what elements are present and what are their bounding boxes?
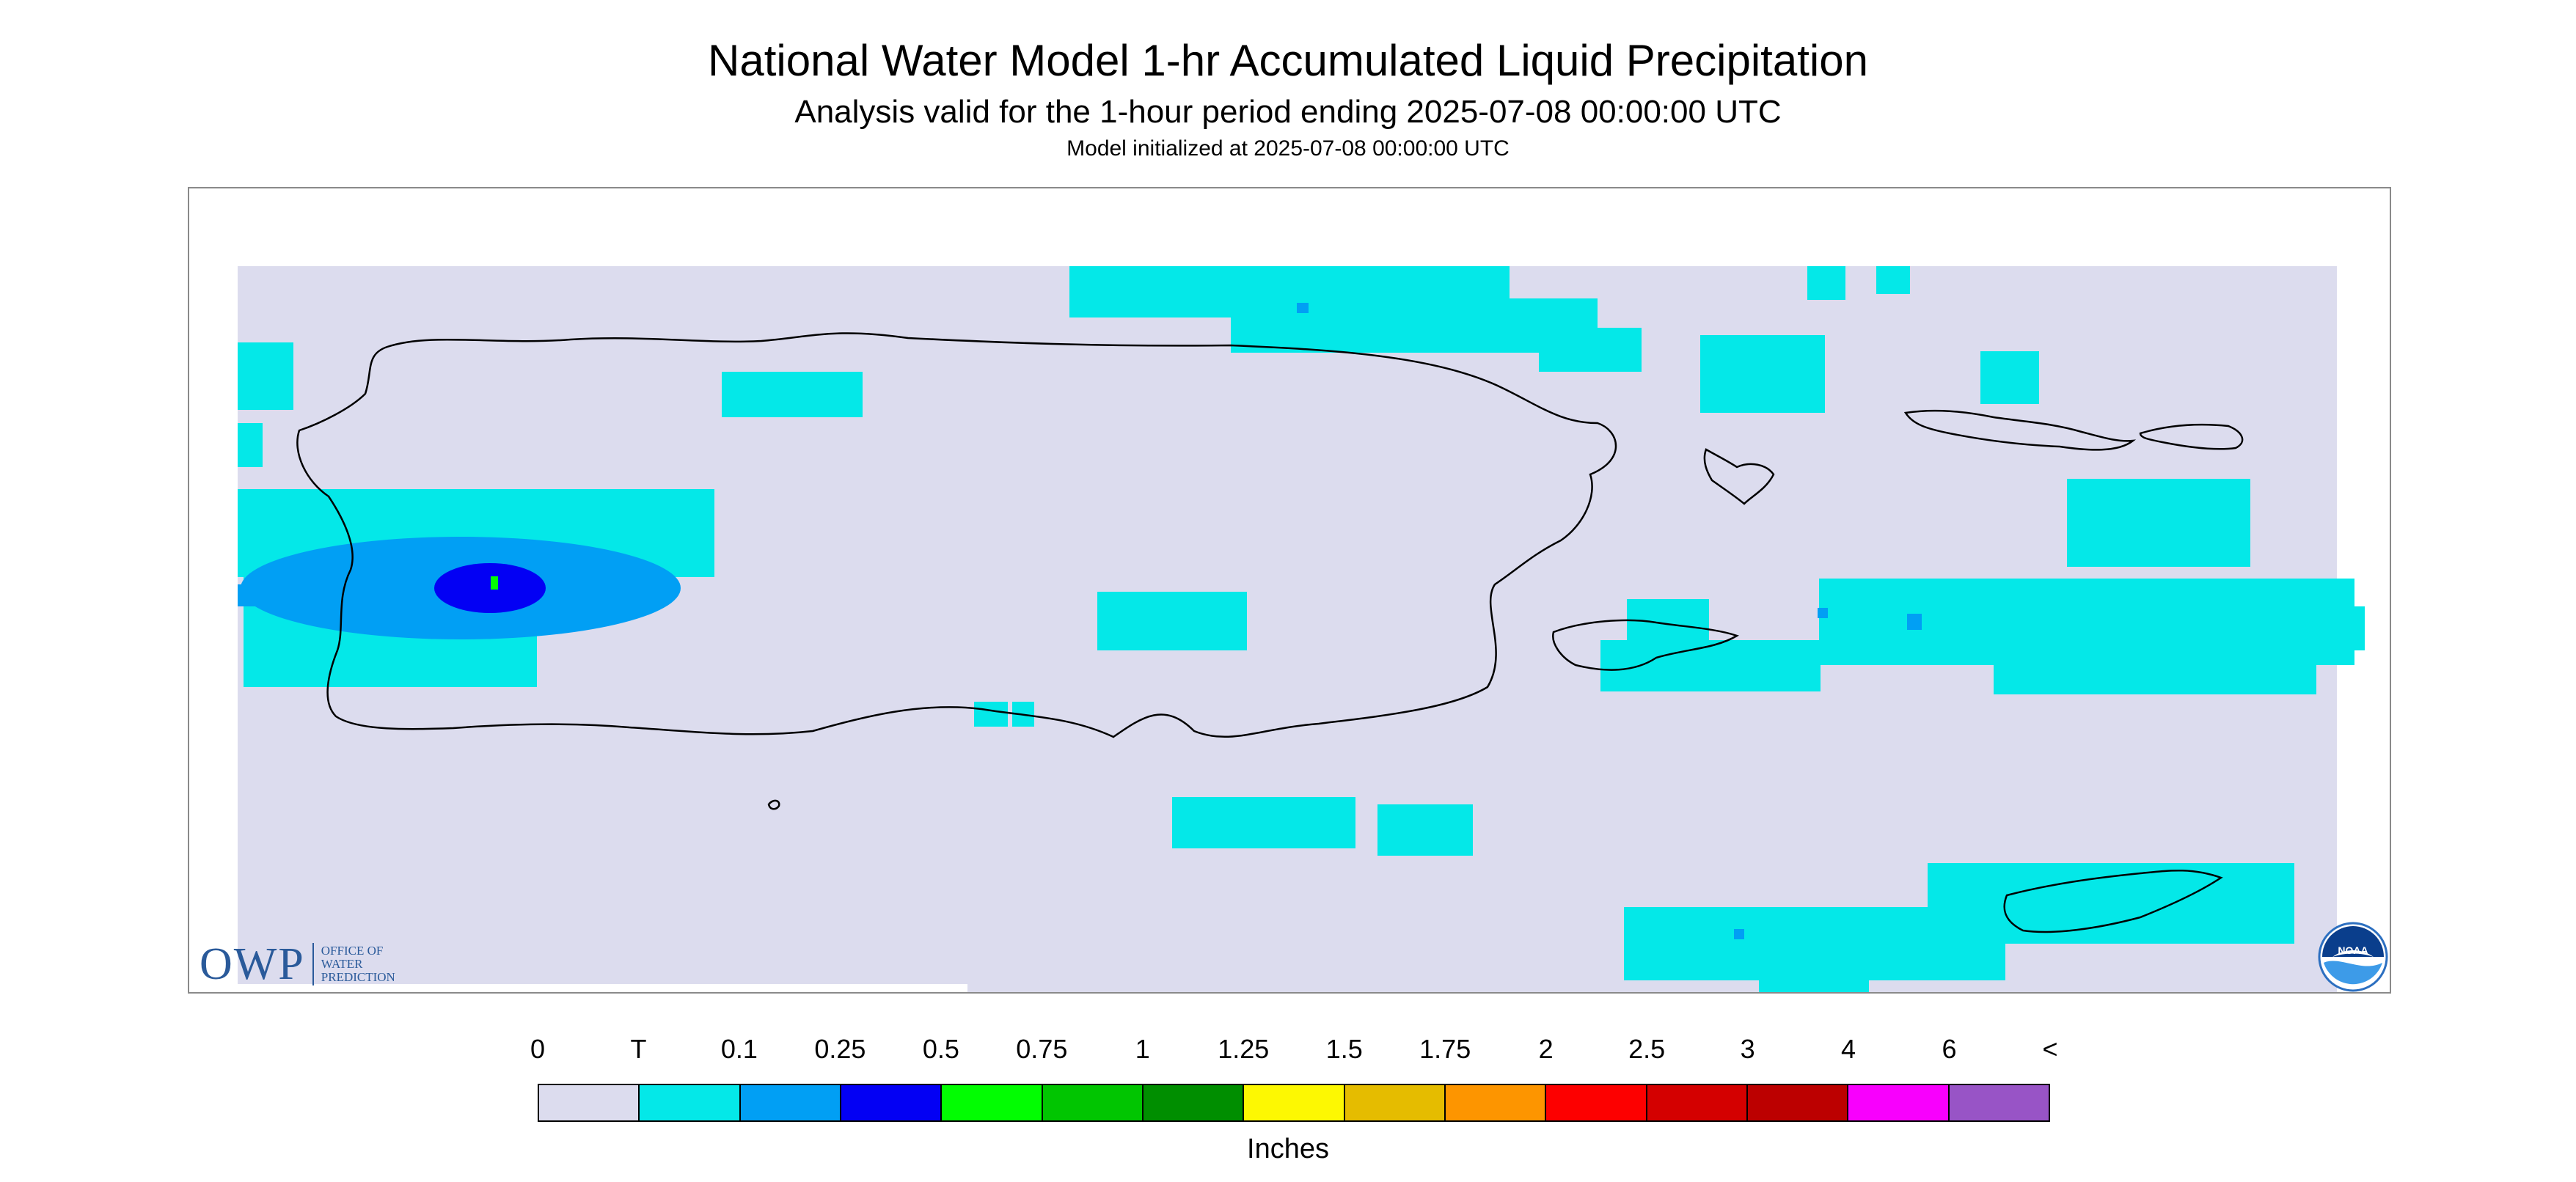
colorbar-tick-label: T bbox=[630, 1034, 647, 1064]
precip-patch bbox=[1700, 335, 1825, 413]
colorbar-units: Inches bbox=[1247, 1134, 1329, 1164]
colorbar-swatch bbox=[539, 1085, 640, 1120]
colorbar-tick-label: 2 bbox=[1538, 1034, 1554, 1064]
colorbar-tick-label: 0.5 bbox=[922, 1034, 959, 1064]
st-croix-coastline bbox=[2003, 869, 2223, 933]
colorbar-tick-label: 1.75 bbox=[1419, 1034, 1471, 1064]
precip-patch bbox=[434, 563, 546, 613]
noaa-logo-bird bbox=[2332, 950, 2374, 957]
colorbar-swatch bbox=[1244, 1085, 1345, 1120]
colorbar-swatch bbox=[1546, 1085, 1647, 1120]
colorbar-swatch bbox=[740, 1085, 841, 1120]
colorbar-tick-label: 1.5 bbox=[1325, 1034, 1363, 1064]
precip-patch bbox=[1907, 614, 1922, 630]
colorbar-tick-label: 4 bbox=[1841, 1034, 1856, 1064]
precip-patch bbox=[1994, 658, 2316, 694]
precip-patch bbox=[238, 584, 267, 606]
noaa-logo: NOAA bbox=[2318, 922, 2388, 992]
noaa-logo-lower-sea bbox=[2324, 961, 2382, 985]
precip-patch bbox=[1807, 266, 1845, 300]
colorbar-tick-label: 3 bbox=[1740, 1034, 1755, 1064]
colorbar-tick-label: < bbox=[2042, 1034, 2058, 1064]
owp-logo-line: Water bbox=[321, 957, 363, 971]
colorbar-swatch bbox=[1344, 1085, 1446, 1120]
colorbar-swatch bbox=[1747, 1085, 1849, 1120]
precip-patch bbox=[1818, 608, 1828, 618]
noaa-logo-upper-sky bbox=[2322, 926, 2384, 957]
colorbar-swatch bbox=[640, 1085, 741, 1120]
model-init-line: Model initialized at 2025-07-08 00:00:00… bbox=[1066, 136, 1510, 161]
precip-patch bbox=[1172, 797, 1355, 848]
colorbar-tick-label: 0 bbox=[530, 1034, 546, 1064]
precip-moderate-areas bbox=[434, 563, 546, 613]
owp-logo: OWP Office of Water Prediction bbox=[200, 939, 395, 989]
precip-patch bbox=[2338, 606, 2365, 650]
owp-logo-text: Office of Water Prediction bbox=[321, 944, 395, 984]
precip-patch bbox=[2067, 479, 2250, 567]
colorbar-tick-label: 1 bbox=[1135, 1034, 1150, 1064]
noaa-logo-text: NOAA bbox=[2338, 944, 2368, 956]
precip-patch bbox=[722, 372, 863, 417]
colorbar-swatch bbox=[1949, 1085, 2049, 1120]
owp-logo-line: Office of bbox=[321, 944, 384, 958]
chart-subtitle: Analysis valid for the 1-hour period end… bbox=[794, 94, 1782, 130]
colorbar-tick-label: 0.75 bbox=[1016, 1034, 1068, 1064]
precip-patch bbox=[1734, 929, 1744, 939]
precip-patch bbox=[1231, 298, 1598, 353]
colorbar-swatch bbox=[1647, 1085, 1748, 1120]
precip-patch bbox=[1539, 328, 1642, 372]
precip-patch bbox=[1759, 980, 1869, 992]
colorbar-tick-label: 6 bbox=[1942, 1034, 1957, 1064]
owp-logo-letters: OWP bbox=[200, 939, 305, 989]
colorbar-tick-label: 2.5 bbox=[1628, 1034, 1666, 1064]
colorbar-tick-label: 0.25 bbox=[814, 1034, 866, 1064]
model-domain-edge bbox=[190, 984, 967, 992]
st-thomas-coastline bbox=[1903, 409, 2137, 451]
colorbar-tick-label: 0.1 bbox=[720, 1034, 758, 1064]
puerto-rico-coastline bbox=[296, 332, 1617, 738]
colorbar-swatch bbox=[1042, 1085, 1144, 1120]
precip-patch bbox=[1980, 351, 2039, 404]
map-panel bbox=[188, 187, 2391, 994]
precip-patch bbox=[238, 423, 263, 467]
owp-logo-divider bbox=[312, 943, 314, 985]
desecheo-coastline bbox=[767, 799, 780, 810]
owp-logo-line: Prediction bbox=[321, 970, 395, 984]
culebra-coastline bbox=[1703, 448, 1775, 505]
colorbar bbox=[538, 1084, 2050, 1122]
precip-patch bbox=[974, 702, 1008, 727]
precip-patch bbox=[1624, 907, 2005, 980]
precip-patch bbox=[238, 342, 293, 410]
colorbar-swatch bbox=[1848, 1085, 1950, 1120]
precip-patch bbox=[1600, 640, 1821, 691]
precip-patch bbox=[1297, 303, 1309, 313]
precip-heavy-areas bbox=[491, 576, 498, 590]
precip-patch bbox=[1876, 266, 1910, 294]
colorbar-swatch bbox=[1445, 1085, 1547, 1120]
coastlines bbox=[296, 332, 2244, 933]
precip-patch bbox=[1097, 592, 1247, 650]
vieques-coastline bbox=[1552, 619, 1739, 671]
precip-patch bbox=[1819, 579, 2354, 665]
colorbar-tick-label: 1.25 bbox=[1218, 1034, 1270, 1064]
colorbar-swatch bbox=[841, 1085, 943, 1120]
chart-title: National Water Model 1-hr Accumulated Li… bbox=[708, 36, 1868, 85]
precip-patch bbox=[491, 576, 498, 590]
precip-patch bbox=[1377, 804, 1473, 856]
colorbar-swatch bbox=[942, 1085, 1043, 1120]
colorbar-swatch bbox=[1143, 1085, 1245, 1120]
colorbar-labels: 0 T 0.1 0.25 0.5 0.75 1 1.25 1.5 1.75 2 2.5 3 4 6 < bbox=[0, 1034, 2576, 1071]
st-john-coastline bbox=[2139, 423, 2244, 450]
precipitation-map bbox=[190, 266, 2365, 992]
